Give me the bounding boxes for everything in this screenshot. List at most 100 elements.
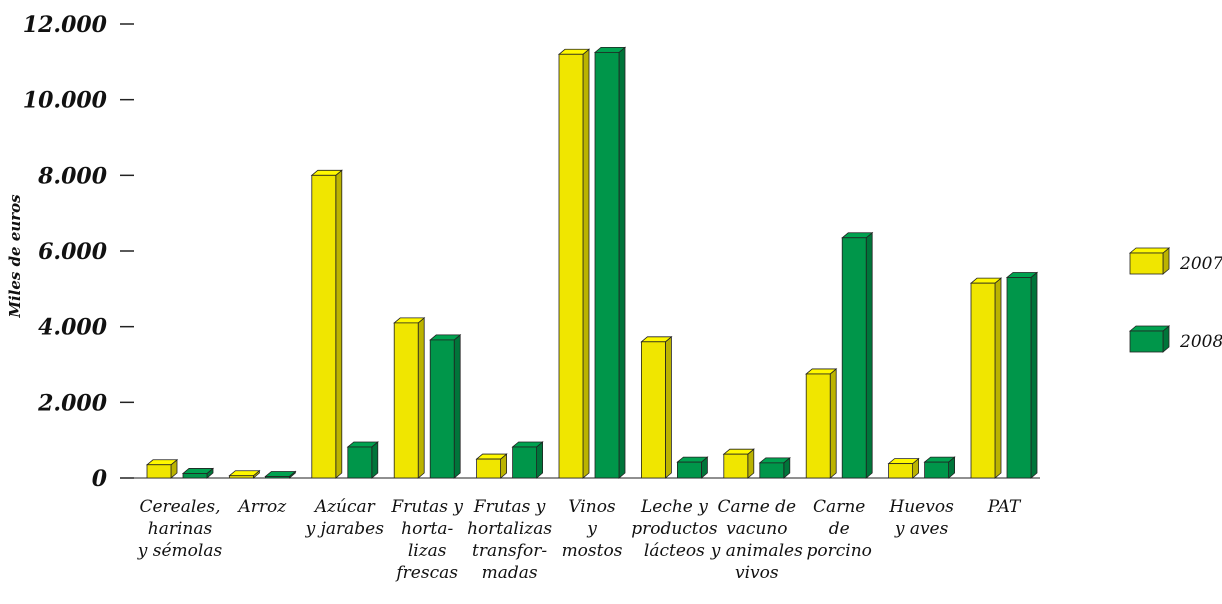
bar-top-face bbox=[758, 457, 791, 464]
x-tick-label-line: productos bbox=[631, 519, 718, 539]
bar-top-face bbox=[1005, 272, 1039, 278]
bar-front-face bbox=[759, 462, 785, 479]
bar-front-face bbox=[677, 461, 702, 479]
bar-2008 bbox=[1005, 271, 1039, 479]
bar-side-face bbox=[618, 46, 626, 479]
x-tick-label: Leche y productos lácteos bbox=[631, 497, 718, 561]
bar-2007 bbox=[557, 48, 591, 479]
x-tick-label-line: y animales bbox=[710, 541, 803, 561]
x-tick-label-line: mostos bbox=[562, 541, 623, 561]
x-tick-label: Azúcar y jarabes bbox=[305, 497, 385, 539]
legend-swatch bbox=[1129, 252, 1164, 275]
bar-2007 bbox=[969, 277, 1003, 479]
bar-side-face bbox=[865, 231, 873, 479]
x-tick-label-line: harinas bbox=[148, 519, 213, 539]
y-tick-label: 2.000 bbox=[37, 390, 108, 416]
bar-side-face bbox=[1030, 271, 1038, 479]
legend-item-2007: 2007 bbox=[1128, 247, 1222, 275]
x-tick-label-line: y jarabes bbox=[305, 519, 385, 539]
bar-front-face bbox=[594, 51, 620, 479]
bar-front-face bbox=[182, 473, 208, 479]
legend-swatch-top bbox=[1128, 247, 1171, 254]
bar-side-face bbox=[665, 335, 672, 479]
bar-top-face bbox=[511, 441, 544, 448]
bar-2007 bbox=[805, 368, 838, 479]
bar-front-face bbox=[512, 446, 537, 479]
x-tick-label-line: Frutas y bbox=[473, 497, 546, 517]
bar-2008 bbox=[346, 441, 379, 479]
legend-swatch bbox=[1129, 330, 1164, 353]
x-tick-label-line: PAT bbox=[987, 497, 1022, 517]
bar-side-face bbox=[829, 368, 837, 479]
bar-2007 bbox=[393, 317, 426, 479]
bar-front-face bbox=[558, 53, 584, 479]
x-tick-label-line: y bbox=[586, 519, 597, 539]
bar-side-face bbox=[994, 277, 1002, 479]
x-tick-label: Arroz bbox=[237, 497, 288, 517]
bar-2008 bbox=[181, 467, 215, 479]
x-tick-label-line: Carne bbox=[813, 497, 865, 517]
x-tick-label-line: y sémolas bbox=[137, 541, 223, 561]
y-tick-label: 0 bbox=[92, 466, 108, 492]
bar-front-face bbox=[264, 476, 290, 479]
bar-front-face bbox=[146, 464, 172, 479]
y-axis: 0 2.000 4.000 6.000 8.000 10.000 12.000 bbox=[23, 12, 1040, 492]
x-tick-label: Carne de porcino bbox=[807, 497, 872, 561]
bar-top-face bbox=[228, 470, 261, 477]
x-tick-label: Carne de vacuno y animales vivos bbox=[710, 497, 803, 583]
bar-front-face bbox=[311, 174, 337, 479]
bar-top-face bbox=[264, 471, 297, 477]
legend-label: 2007 bbox=[1179, 254, 1222, 274]
legend-label: 2008 bbox=[1179, 332, 1222, 352]
bar-side-face bbox=[335, 169, 343, 479]
bar-2008 bbox=[923, 456, 956, 479]
bar-top-face bbox=[310, 169, 343, 176]
bar-top-face bbox=[841, 232, 874, 239]
bar-front-face bbox=[228, 475, 254, 479]
x-tick-label-line: Cereales, bbox=[139, 497, 220, 517]
bar-2007 bbox=[722, 448, 755, 479]
bar-2007 bbox=[145, 458, 179, 479]
legend: 2007 2008 bbox=[1128, 247, 1222, 353]
x-tick-label-line: hortalizas bbox=[467, 519, 552, 539]
y-tick-label: 10.000 bbox=[23, 88, 108, 114]
bar-front-face bbox=[429, 339, 455, 479]
bar-top-face bbox=[145, 459, 179, 466]
x-tick-label: Vinos y mostos bbox=[562, 497, 623, 561]
x-tick-label-line: de bbox=[829, 519, 850, 539]
bar-side-face bbox=[371, 441, 379, 479]
bar-side-face bbox=[582, 48, 590, 479]
bar-top-face bbox=[640, 336, 673, 343]
bar-2007 bbox=[887, 457, 920, 479]
x-tick-label-line: frescas bbox=[394, 563, 458, 583]
bar-front-face bbox=[805, 373, 831, 479]
x-tick-label-line: vivos bbox=[735, 563, 779, 583]
y-tick-label: 8.000 bbox=[37, 163, 108, 189]
x-tick-label-line: Azúcar bbox=[313, 497, 376, 517]
bar-top-face bbox=[557, 48, 591, 55]
bar-front-face bbox=[393, 322, 419, 479]
x-tick-label-line: Huevos bbox=[888, 497, 954, 517]
bars bbox=[145, 46, 1039, 479]
bar-front-face bbox=[347, 446, 373, 479]
bar-front-face bbox=[641, 341, 666, 479]
bar-side-face bbox=[536, 441, 543, 479]
y-tick-label: 4.000 bbox=[38, 315, 108, 341]
legend-swatch-top bbox=[1128, 325, 1171, 332]
bar-top-face bbox=[805, 368, 838, 375]
x-tick-label-line: vacuno bbox=[726, 519, 787, 539]
x-tick-label-line: Vinos bbox=[568, 497, 616, 517]
x-tick-label-line: Leche y bbox=[640, 497, 708, 517]
bar-2008 bbox=[429, 334, 462, 479]
bar-2007 bbox=[640, 335, 673, 479]
x-tick-label-line: y aves bbox=[894, 519, 949, 539]
x-tick-label-line: lácteos bbox=[644, 541, 705, 561]
bar-front-face bbox=[970, 282, 996, 479]
x-tick-label-line: Carne de bbox=[717, 497, 796, 517]
bar-top-face bbox=[722, 448, 755, 455]
bar-2007 bbox=[475, 453, 508, 479]
bar-side-face bbox=[453, 334, 461, 479]
bar-2007 bbox=[310, 169, 343, 479]
x-tick-label-line: porcino bbox=[807, 541, 872, 561]
